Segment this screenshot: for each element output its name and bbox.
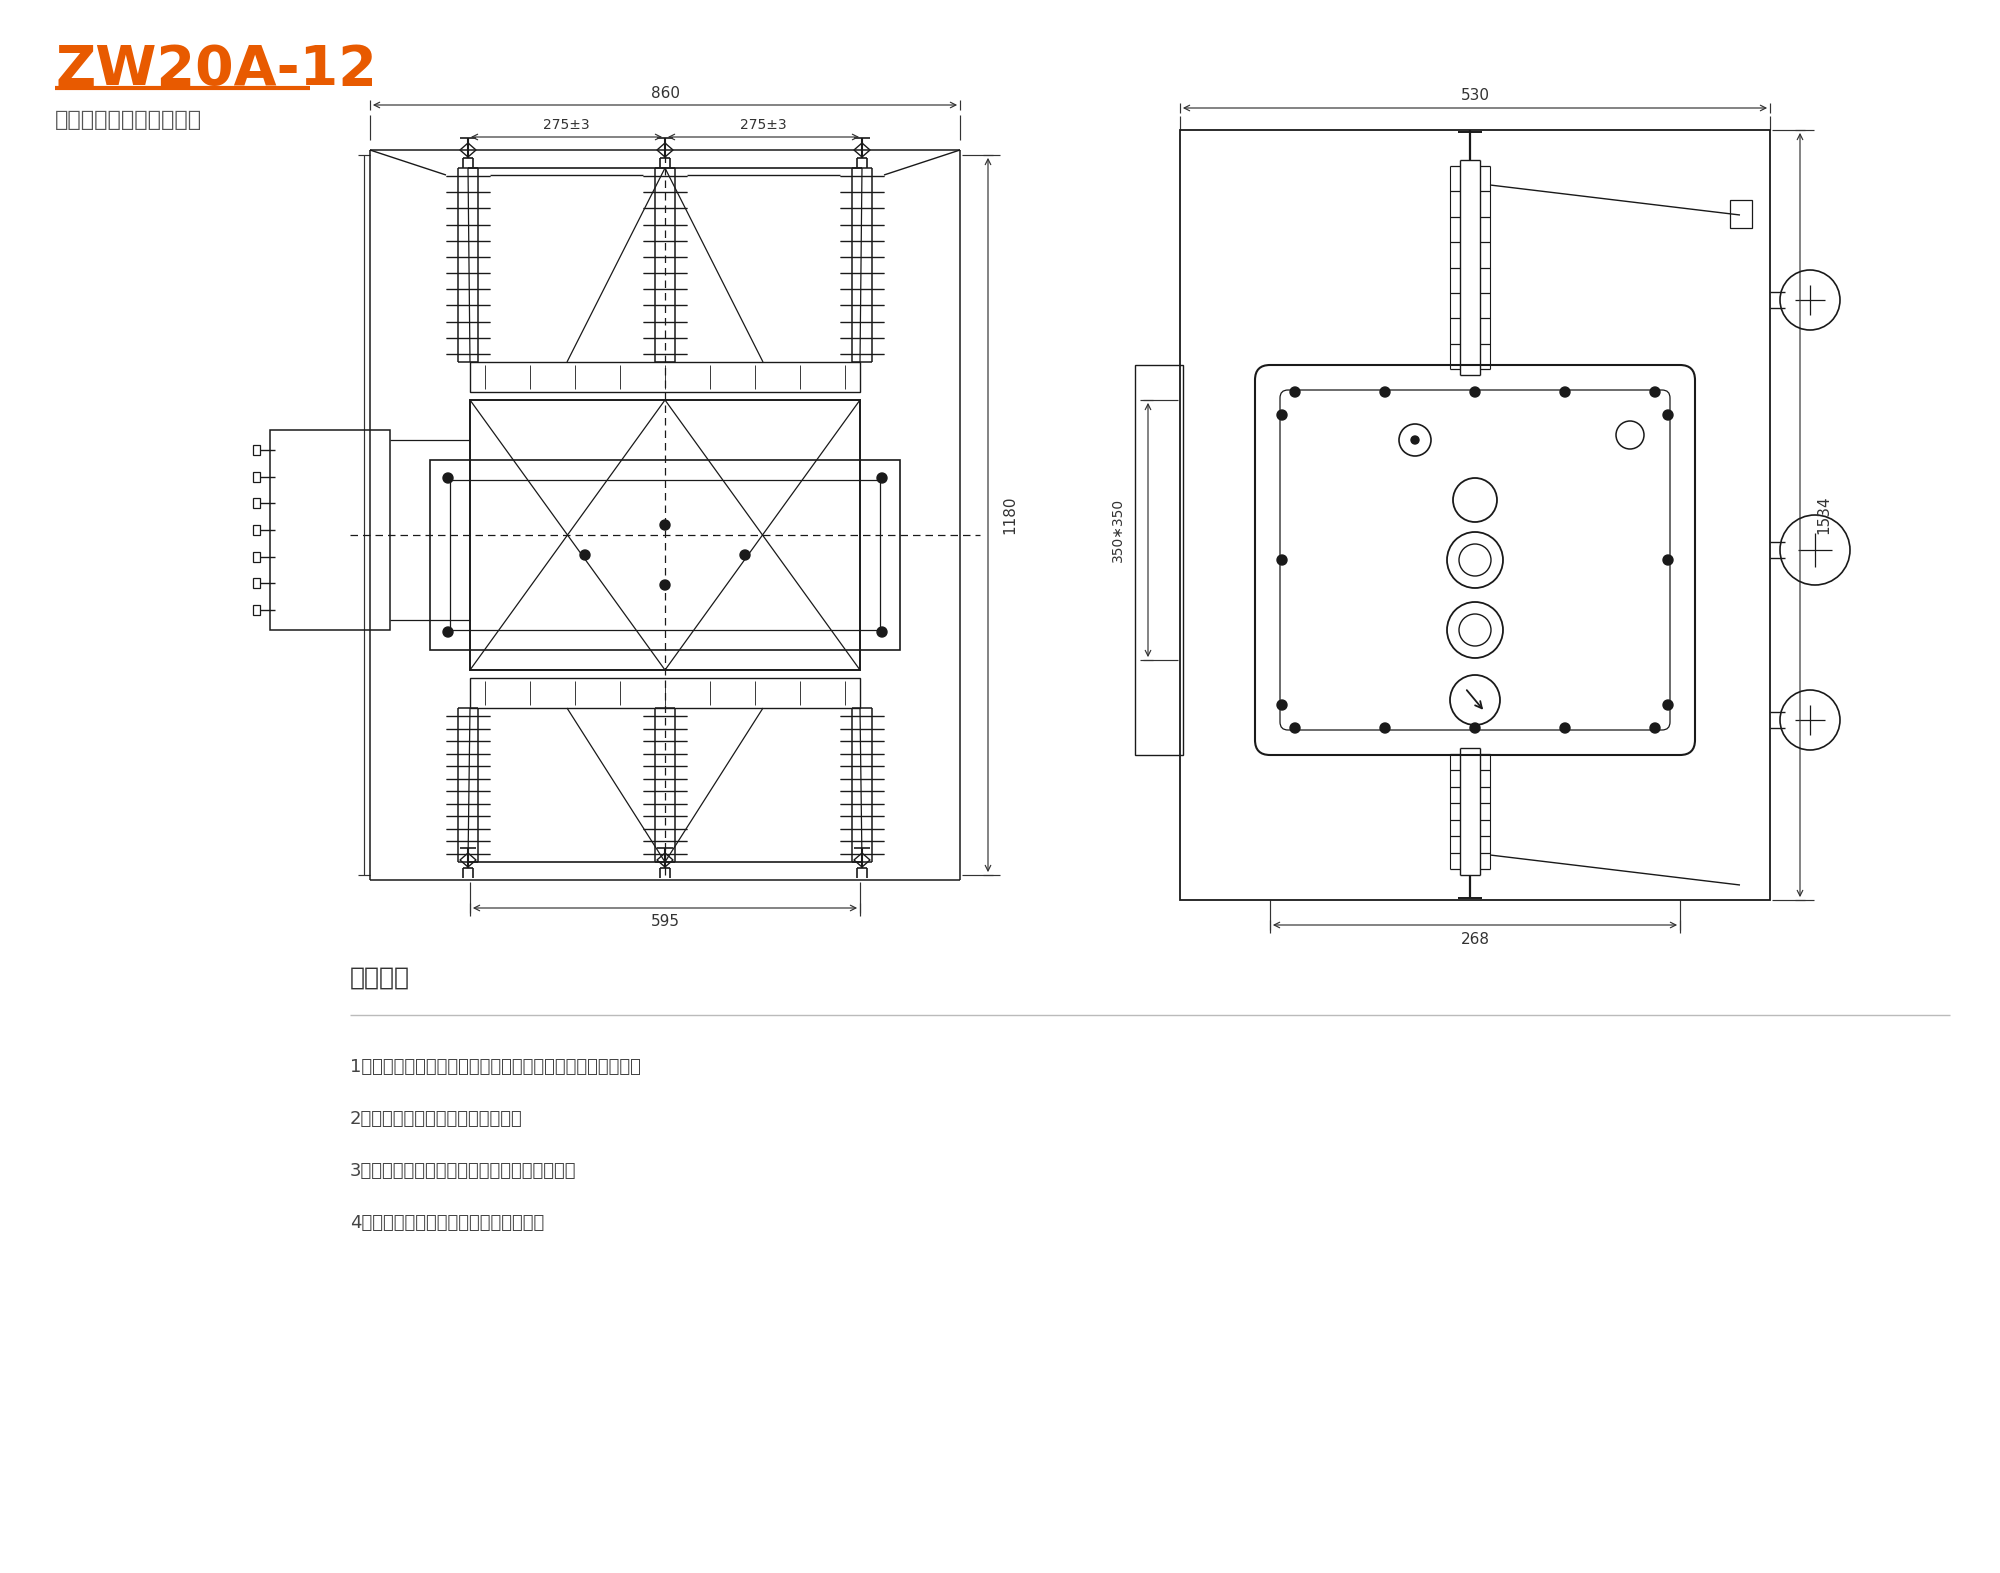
- Circle shape: [1650, 387, 1660, 396]
- Text: 275±3: 275±3: [740, 118, 786, 132]
- Text: 户外高压交流真空断路器: 户外高压交流真空断路器: [56, 110, 202, 131]
- Text: 530: 530: [1460, 88, 1490, 104]
- Circle shape: [1664, 555, 1672, 565]
- Circle shape: [740, 551, 750, 560]
- Bar: [430, 459, 900, 650]
- Text: 4、是否配置控制器控制的型号及功能。: 4、是否配置控制器控制的型号及功能。: [350, 1214, 544, 1232]
- Bar: [1730, 200, 1752, 228]
- Circle shape: [1290, 724, 1300, 733]
- Bar: [470, 362, 860, 392]
- Text: 订货须知: 订货须知: [350, 966, 410, 989]
- Text: 350∗350: 350∗350: [1112, 499, 1124, 562]
- Bar: [252, 552, 260, 562]
- Bar: [1136, 365, 1184, 755]
- Circle shape: [660, 521, 670, 530]
- Circle shape: [1664, 700, 1672, 709]
- Bar: [450, 480, 880, 631]
- Text: 860: 860: [650, 85, 680, 101]
- Text: 1、产品型号、名称、操作机构电动或手动、数量及交货期。: 1、产品型号、名称、操作机构电动或手动、数量及交货期。: [350, 1059, 640, 1076]
- Circle shape: [1412, 436, 1420, 444]
- Text: 1534: 1534: [1816, 495, 1832, 535]
- Circle shape: [660, 580, 670, 590]
- Text: 595: 595: [650, 914, 680, 928]
- Bar: [270, 429, 390, 631]
- Text: 3、是否配置外置式电压互感器（操作电源）。: 3、是否配置外置式电压互感器（操作电源）。: [350, 1162, 576, 1180]
- Bar: [252, 579, 260, 588]
- Text: 268: 268: [1460, 931, 1490, 947]
- Bar: [252, 525, 260, 535]
- Circle shape: [1278, 555, 1288, 565]
- Bar: [252, 606, 260, 615]
- Circle shape: [1650, 724, 1660, 733]
- Circle shape: [1380, 724, 1390, 733]
- Circle shape: [580, 551, 590, 560]
- Circle shape: [1560, 724, 1570, 733]
- Circle shape: [1278, 700, 1288, 709]
- Text: ZW20A-12: ZW20A-12: [56, 42, 376, 98]
- Bar: [252, 445, 260, 455]
- Bar: [252, 499, 260, 508]
- Text: 2、电流互感器变比、精度及数量。: 2、电流互感器变比、精度及数量。: [350, 1111, 522, 1128]
- Circle shape: [1380, 387, 1390, 396]
- Bar: [470, 678, 860, 708]
- Circle shape: [1470, 387, 1480, 396]
- Bar: [470, 400, 860, 670]
- Circle shape: [1470, 724, 1480, 733]
- Text: 275±3: 275±3: [544, 118, 590, 132]
- Circle shape: [1278, 411, 1288, 420]
- Circle shape: [444, 628, 452, 637]
- Circle shape: [1664, 411, 1672, 420]
- Bar: [1180, 131, 1770, 900]
- Bar: [252, 472, 260, 481]
- Circle shape: [1560, 387, 1570, 396]
- Text: 1180: 1180: [1002, 495, 1018, 535]
- Circle shape: [876, 628, 888, 637]
- Circle shape: [444, 473, 452, 483]
- Circle shape: [876, 473, 888, 483]
- Circle shape: [1290, 387, 1300, 396]
